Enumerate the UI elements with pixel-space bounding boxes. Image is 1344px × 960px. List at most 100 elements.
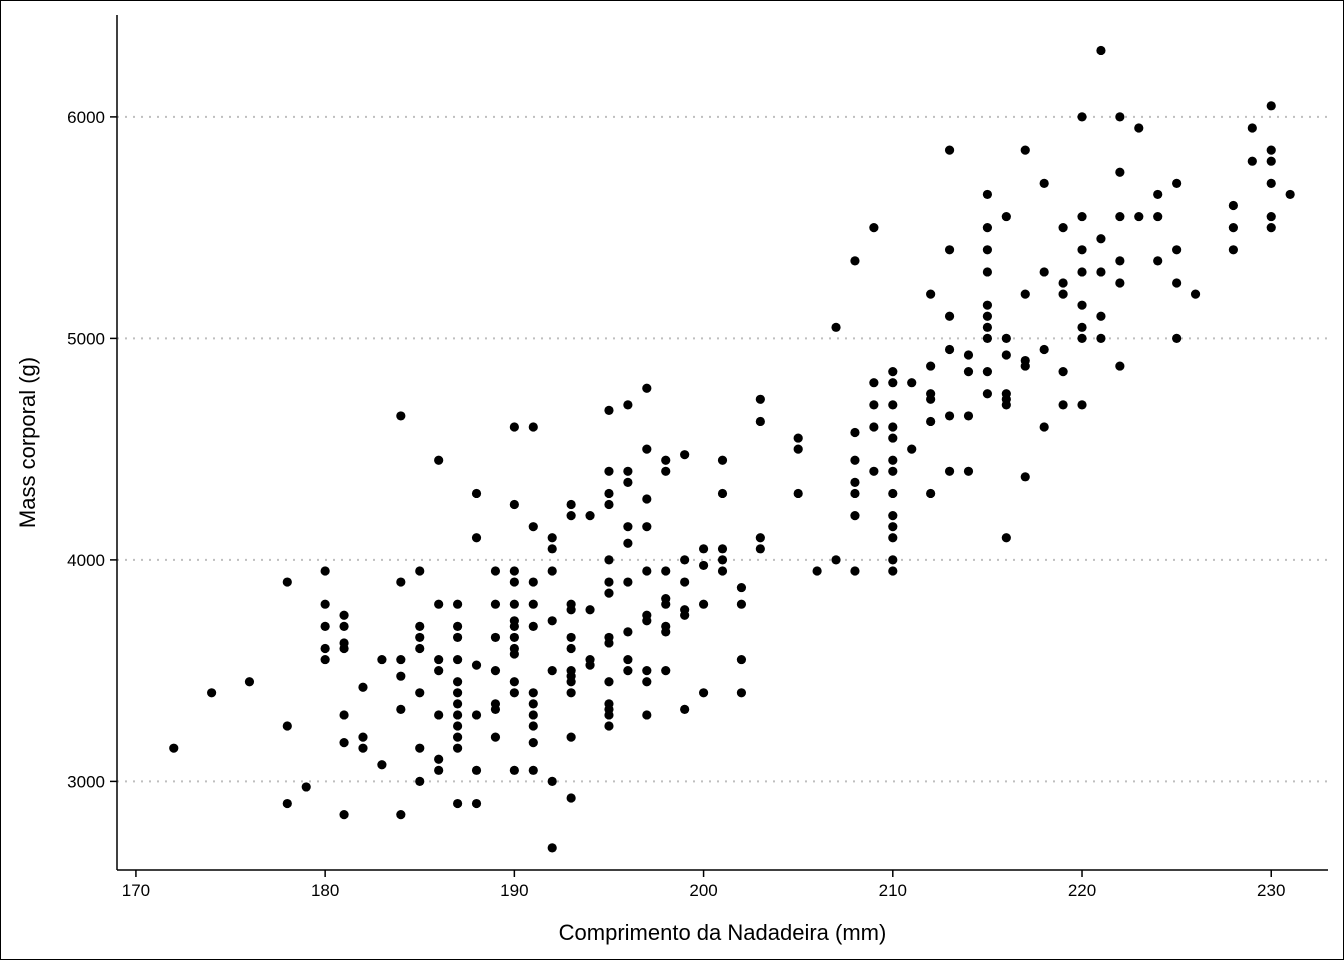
data-point bbox=[434, 765, 444, 775]
data-point bbox=[1153, 189, 1163, 200]
data-point bbox=[339, 643, 349, 654]
data-point bbox=[850, 455, 860, 465]
data-point bbox=[926, 394, 936, 404]
data-point bbox=[1077, 267, 1087, 277]
data-point bbox=[434, 754, 444, 764]
data-point bbox=[1172, 278, 1182, 288]
data-point bbox=[434, 710, 444, 720]
data-point bbox=[888, 510, 898, 521]
data-point bbox=[888, 555, 898, 565]
data-point bbox=[1134, 123, 1144, 133]
data-point bbox=[1020, 361, 1030, 371]
data-point bbox=[566, 510, 576, 521]
x-tick-label: 230 bbox=[1257, 881, 1285, 900]
data-point bbox=[282, 721, 292, 731]
data-point bbox=[452, 710, 463, 720]
data-point bbox=[888, 488, 898, 499]
data-point bbox=[1020, 472, 1030, 482]
data-point bbox=[301, 782, 311, 792]
data-point bbox=[490, 666, 501, 676]
data-point bbox=[982, 322, 993, 332]
data-point bbox=[642, 444, 652, 454]
data-point bbox=[547, 843, 557, 853]
data-point bbox=[869, 466, 879, 476]
data-point bbox=[850, 477, 860, 487]
data-point bbox=[831, 322, 841, 332]
data-point bbox=[661, 466, 671, 476]
data-point bbox=[850, 488, 860, 499]
data-point bbox=[566, 643, 576, 654]
data-point bbox=[528, 621, 538, 631]
y-tick-label: 3000 bbox=[67, 772, 105, 791]
y-axis-title: Mass corporal (g) bbox=[15, 357, 40, 528]
data-point bbox=[1077, 300, 1087, 310]
data-point bbox=[528, 577, 538, 587]
data-point bbox=[1077, 112, 1087, 122]
data-point bbox=[1228, 200, 1238, 211]
data-point bbox=[339, 738, 349, 748]
data-point bbox=[944, 466, 955, 476]
data-point bbox=[642, 383, 652, 393]
data-point bbox=[528, 522, 538, 532]
data-point bbox=[547, 544, 557, 554]
data-point bbox=[717, 555, 728, 565]
data-point bbox=[528, 721, 538, 731]
data-point bbox=[490, 732, 501, 742]
data-point bbox=[490, 704, 501, 715]
data-point bbox=[434, 599, 444, 609]
data-point bbox=[1096, 45, 1106, 56]
data-point bbox=[547, 666, 557, 676]
data-point bbox=[434, 654, 444, 665]
data-point bbox=[452, 599, 463, 609]
data-point bbox=[377, 760, 387, 770]
data-point bbox=[623, 654, 633, 665]
data-point bbox=[1153, 211, 1163, 222]
data-point bbox=[282, 798, 292, 809]
x-tick-label: 220 bbox=[1068, 881, 1096, 900]
data-point bbox=[1190, 289, 1201, 299]
data-point bbox=[1039, 178, 1049, 188]
data-point bbox=[680, 555, 690, 565]
data-point bbox=[528, 688, 538, 698]
data-point bbox=[547, 566, 557, 576]
data-point bbox=[623, 666, 633, 676]
data-point bbox=[755, 394, 765, 404]
data-point bbox=[509, 649, 519, 659]
data-point bbox=[793, 444, 803, 454]
x-tick-label: 200 bbox=[689, 881, 717, 900]
data-point bbox=[1096, 234, 1106, 244]
x-axis-ticks: 170 180 190 200 210 220 230 bbox=[122, 870, 1285, 900]
data-point bbox=[339, 610, 349, 620]
data-point bbox=[244, 677, 255, 687]
data-point bbox=[415, 566, 425, 576]
data-point bbox=[396, 411, 406, 421]
data-point bbox=[509, 599, 519, 609]
data-point bbox=[944, 411, 955, 421]
data-point bbox=[1115, 112, 1125, 122]
data-point bbox=[1266, 156, 1276, 166]
data-point bbox=[509, 422, 519, 432]
data-point bbox=[963, 350, 974, 360]
data-point bbox=[963, 411, 974, 421]
data-point bbox=[452, 743, 463, 753]
data-point bbox=[415, 688, 425, 698]
data-point bbox=[698, 688, 709, 698]
data-point bbox=[528, 765, 538, 775]
data-point bbox=[509, 499, 519, 510]
y-tick-label: 4000 bbox=[67, 551, 105, 570]
data-point bbox=[1115, 256, 1125, 266]
data-point bbox=[490, 566, 501, 576]
data-point bbox=[1058, 400, 1068, 410]
data-point bbox=[869, 422, 879, 432]
data-point bbox=[642, 566, 652, 576]
data-point bbox=[528, 710, 538, 720]
data-point bbox=[850, 566, 860, 576]
data-point bbox=[320, 654, 330, 665]
data-point bbox=[717, 488, 728, 499]
data-point bbox=[1077, 400, 1087, 410]
data-point bbox=[888, 367, 898, 377]
data-point bbox=[623, 538, 633, 548]
data-point bbox=[982, 389, 993, 399]
data-point bbox=[1266, 223, 1276, 233]
data-point bbox=[1115, 211, 1125, 222]
